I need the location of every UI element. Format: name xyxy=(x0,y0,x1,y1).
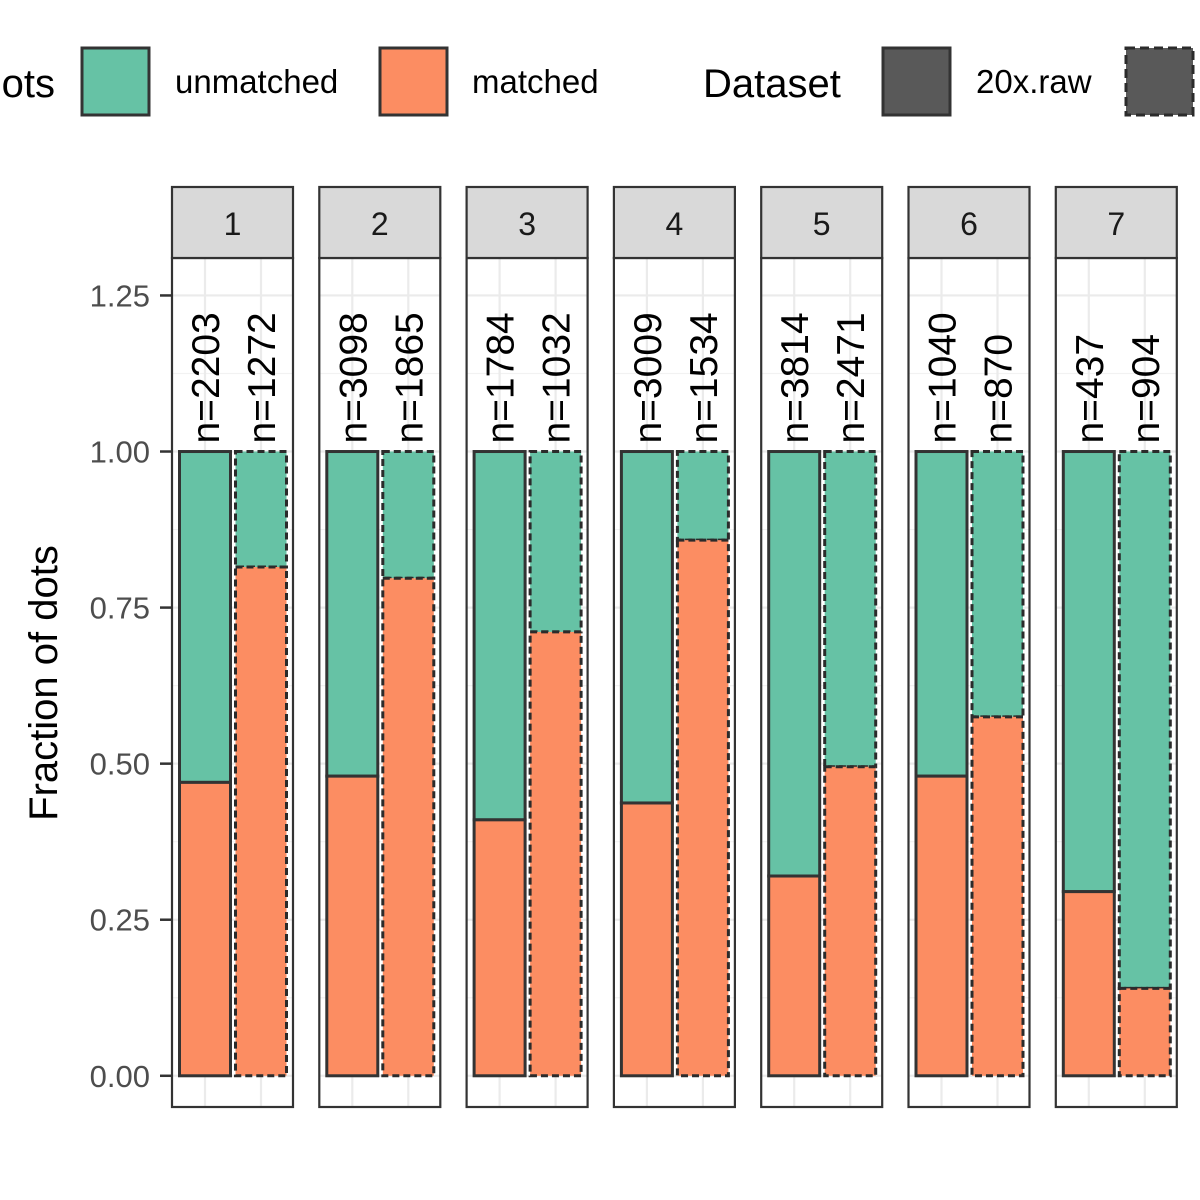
panel-2: n=3098 n=1865 2 xyxy=(318,185,442,1109)
legend-label-dataset-1: 20x.raw xyxy=(976,63,1092,100)
bar-matched-4-1 xyxy=(619,801,674,1078)
y-tick-label: 0.50 xyxy=(90,747,150,782)
count-label: n=1032 xyxy=(536,312,579,443)
bar-matched-5-2 xyxy=(823,765,878,1078)
bar-matched-6-2 xyxy=(970,715,1025,1078)
count-label: n=2471 xyxy=(830,312,873,443)
bar-matched-2-2 xyxy=(381,576,436,1078)
panel-7: n=437 n=904 7 xyxy=(1054,185,1178,1109)
bar-unmatched-5-2 xyxy=(823,450,878,769)
count-label: n=1534 xyxy=(683,312,726,443)
bar-unmatched-1-1 xyxy=(178,450,232,784)
facet-strip xyxy=(318,185,442,260)
count-label: n=3098 xyxy=(332,312,375,443)
bar-matched-6-1 xyxy=(914,774,969,1078)
bar-matched-5-1 xyxy=(767,874,822,1078)
panel-4: n=3009 n=1534 4 xyxy=(612,185,737,1109)
facet-strip xyxy=(465,185,589,260)
y-tick-label: 1.00 xyxy=(90,435,150,470)
y-axis: 0.00 0.25 0.50 0.75 1.00 1.25 xyxy=(90,278,172,1094)
count-label: n=437 xyxy=(1069,334,1112,444)
count-label: n=1272 xyxy=(241,312,284,443)
bar-matched-3-1 xyxy=(472,818,527,1078)
bar-matched-1-1 xyxy=(178,780,232,1078)
bar-matched-3-2 xyxy=(528,630,583,1078)
facet-label: 6 xyxy=(960,206,978,242)
bar-unmatched-4-1 xyxy=(619,450,674,805)
facet-label: 1 xyxy=(224,206,242,242)
legend-key-dataset-2 xyxy=(1124,46,1195,117)
bar-matched-7-2 xyxy=(1117,986,1172,1078)
panel-3: n=1784 n=1032 3 xyxy=(465,185,589,1109)
y-axis-label: Fraction of dots xyxy=(22,545,66,821)
count-label: n=3814 xyxy=(774,312,817,443)
bar-unmatched-7-1 xyxy=(1061,450,1116,894)
facet-label: 3 xyxy=(518,206,536,242)
facet-strip xyxy=(170,185,295,260)
y-tick-label: 0.25 xyxy=(90,903,150,938)
bar-matched-7-1 xyxy=(1061,890,1116,1078)
count-label: n=3009 xyxy=(627,312,670,443)
count-label: n=1784 xyxy=(480,312,523,443)
legend-dataset-title: Dataset xyxy=(703,62,841,106)
y-tick-label: 0.75 xyxy=(90,591,150,626)
y-tick-label: 1.25 xyxy=(90,278,150,313)
bar-unmatched-6-2 xyxy=(970,450,1025,719)
legend: ots unmatched matched Dataset 20x.raw xyxy=(2,46,1195,117)
y-tick-label: 0.00 xyxy=(90,1059,150,1094)
facet-strip xyxy=(760,185,884,260)
bar-unmatched-3-1 xyxy=(472,450,527,822)
facet-strip xyxy=(612,185,737,260)
legend-key-dataset-1 xyxy=(881,46,952,117)
bar-matched-2-1 xyxy=(325,774,380,1078)
count-label: n=2203 xyxy=(185,312,228,443)
bar-matched-4-2 xyxy=(675,538,730,1078)
facet-label: 7 xyxy=(1107,206,1125,242)
count-label: n=1865 xyxy=(388,312,431,443)
count-label: n=904 xyxy=(1125,334,1168,444)
bar-unmatched-7-2 xyxy=(1117,450,1172,990)
panel-5: n=3814 n=2471 5 xyxy=(760,185,884,1109)
count-label: n=870 xyxy=(978,334,1021,444)
count-label: n=1040 xyxy=(922,312,965,443)
bar-unmatched-2-1 xyxy=(325,450,380,778)
bar-unmatched-4-2 xyxy=(675,450,730,542)
facet-label: 5 xyxy=(813,206,831,242)
bar-unmatched-2-2 xyxy=(381,450,436,580)
legend-key-matched xyxy=(378,46,449,117)
panel-6: n=1040 n=870 6 xyxy=(907,185,1031,1109)
bar-unmatched-1-2 xyxy=(234,450,288,569)
bar-unmatched-5-1 xyxy=(767,450,822,878)
bar-matched-1-2 xyxy=(234,565,288,1078)
bar-unmatched-6-1 xyxy=(914,450,969,778)
facet-strip xyxy=(907,185,1031,260)
legend-label-matched: matched xyxy=(472,63,599,100)
legend-fill-title: ots xyxy=(2,62,55,106)
legend-label-unmatched: unmatched xyxy=(175,63,338,100)
facet-label: 2 xyxy=(371,206,389,242)
bar-unmatched-3-2 xyxy=(528,450,583,634)
legend-key-unmatched xyxy=(80,46,151,117)
panel-1: n=2203 n=1272 1 xyxy=(170,185,295,1109)
facet-label: 4 xyxy=(666,206,684,242)
facet-strip xyxy=(1054,185,1178,260)
